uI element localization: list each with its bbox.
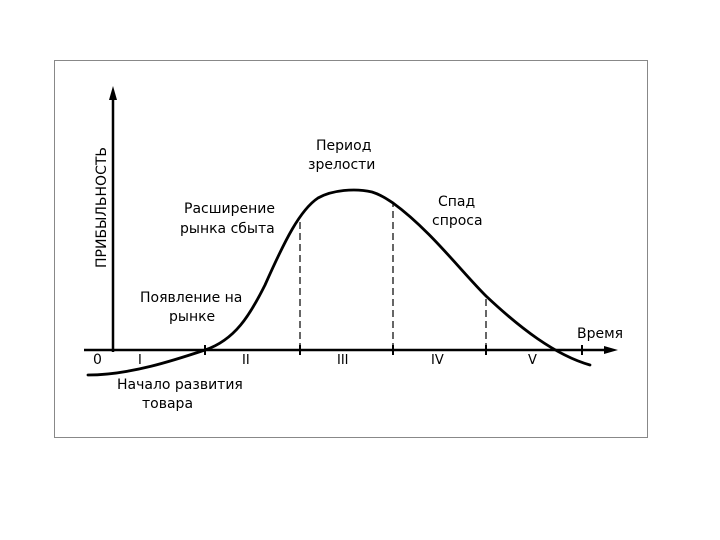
annotation-growth-line2: рынка сбыта (180, 221, 275, 237)
annotation-maturity-line2: зрелости (308, 157, 375, 173)
stage-label-i: I (138, 353, 142, 368)
life-cycle-curve (86, 188, 592, 377)
diagram-frame (54, 60, 648, 438)
stage-label-iv: IV (431, 353, 444, 368)
y-axis-label: ПРИБЫЛЬНОСТЬ (94, 147, 110, 268)
annotation-decline-line2: спроса (432, 213, 483, 229)
stage-label-ii: II (242, 353, 250, 368)
stage-label-v: V (528, 353, 537, 368)
annotation-decline-line1: Спад (438, 194, 475, 210)
annotation-start-line2: товара (142, 396, 193, 412)
annotation-introduction-line2: рынке (169, 309, 215, 325)
y-axis-arrow (109, 86, 117, 100)
origin-label: 0 (93, 352, 102, 368)
x-axis-label: Время (577, 326, 623, 342)
annotation-growth-line1: Расширение (184, 201, 275, 217)
x-axis-arrow (604, 346, 618, 354)
annotation-introduction-line1: Появление на (140, 290, 242, 306)
annotation-maturity-line1: Период (316, 138, 371, 154)
annotation-start-line1: Начало развития (117, 377, 243, 393)
stage-label-iii: III (337, 353, 349, 368)
